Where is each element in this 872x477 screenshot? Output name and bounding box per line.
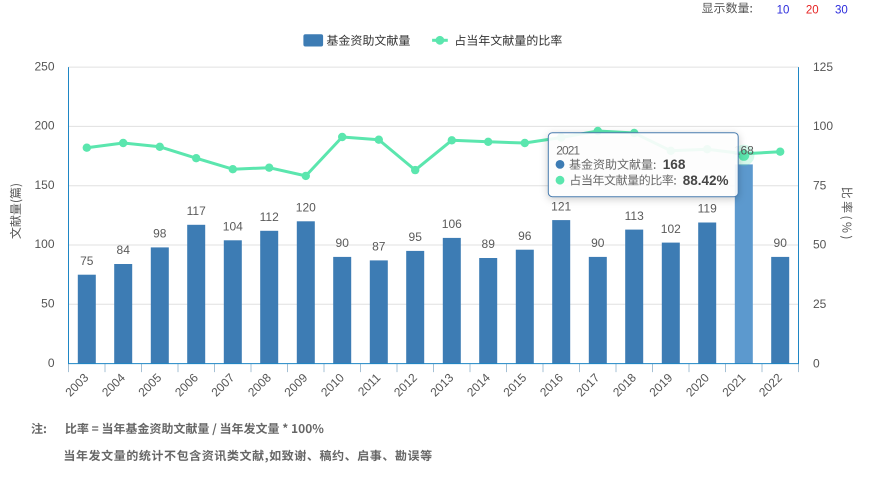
- svg-text:0: 0: [48, 356, 55, 370]
- svg-text:50: 50: [41, 297, 55, 311]
- svg-text:89: 89: [482, 237, 496, 251]
- svg-text:168: 168: [734, 144, 754, 158]
- svg-text:2021: 2021: [556, 144, 580, 158]
- svg-text:90: 90: [336, 236, 350, 250]
- svg-text:20: 20: [806, 4, 819, 16]
- svg-text:250: 250: [34, 59, 54, 73]
- svg-text:50: 50: [813, 238, 827, 252]
- svg-text:88.42%: 88.42%: [683, 172, 729, 188]
- svg-text:104: 104: [223, 220, 243, 234]
- svg-text:96: 96: [518, 229, 532, 243]
- svg-text:168: 168: [663, 156, 686, 172]
- svg-text:0: 0: [813, 356, 820, 370]
- svg-text:75: 75: [813, 178, 827, 192]
- svg-text:121: 121: [551, 199, 571, 213]
- svg-text:100: 100: [34, 237, 54, 251]
- svg-text:95: 95: [409, 230, 423, 244]
- svg-text:150: 150: [34, 178, 54, 192]
- svg-text:102: 102: [661, 222, 681, 236]
- svg-text:100: 100: [813, 119, 833, 133]
- svg-text:125: 125: [813, 60, 833, 74]
- svg-text:75: 75: [80, 254, 94, 268]
- svg-text:120: 120: [296, 201, 316, 215]
- svg-text:87: 87: [372, 240, 386, 254]
- svg-text:112: 112: [260, 210, 279, 224]
- svg-text:119: 119: [698, 202, 717, 216]
- svg-text:25: 25: [813, 297, 827, 311]
- svg-text:106: 106: [442, 217, 462, 231]
- svg-text:30: 30: [835, 4, 848, 16]
- svg-text:117: 117: [187, 204, 206, 218]
- svg-text:10: 10: [777, 4, 790, 16]
- svg-text:98: 98: [153, 227, 167, 241]
- svg-text:84: 84: [117, 243, 131, 257]
- svg-text:200: 200: [34, 119, 54, 133]
- svg-text:90: 90: [591, 236, 605, 250]
- svg-text:90: 90: [774, 236, 788, 250]
- svg-text:113: 113: [625, 209, 644, 223]
